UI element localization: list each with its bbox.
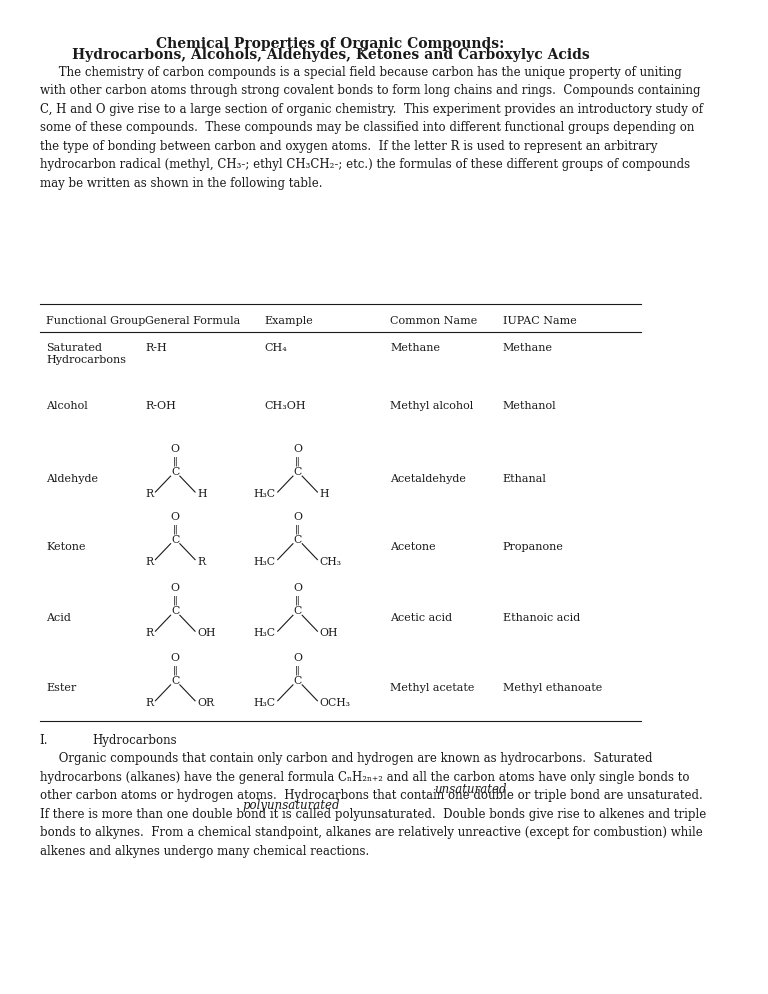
Text: General Formula: General Formula <box>145 316 240 326</box>
Text: Propanone: Propanone <box>502 542 564 552</box>
Text: C: C <box>293 535 302 545</box>
Text: Methane: Methane <box>502 343 552 353</box>
Text: unsaturated: unsaturated <box>434 783 506 796</box>
Text: H₃C: H₃C <box>253 557 276 567</box>
Text: Hydrocarbons: Hydrocarbons <box>46 355 126 365</box>
Text: OH: OH <box>319 628 338 638</box>
Text: OR: OR <box>197 698 214 708</box>
Text: Functional Group: Functional Group <box>46 316 146 326</box>
Text: C: C <box>293 467 302 477</box>
Text: ‖: ‖ <box>173 456 177 466</box>
Text: Ethanal: Ethanal <box>502 474 546 484</box>
Text: ‖: ‖ <box>295 595 300 605</box>
Text: OCH₃: OCH₃ <box>319 698 350 708</box>
Text: ‖: ‖ <box>295 524 300 534</box>
Text: Ester: Ester <box>46 683 77 693</box>
Text: R-OH: R-OH <box>145 401 177 411</box>
Text: ‖: ‖ <box>173 595 177 605</box>
Text: Chemical Properties of Organic Compounds:: Chemical Properties of Organic Compounds… <box>157 37 505 51</box>
Text: H₃C: H₃C <box>253 698 276 708</box>
Text: The chemistry of carbon compounds is a special field because carbon has the uniq: The chemistry of carbon compounds is a s… <box>40 66 703 190</box>
Text: O: O <box>170 512 180 522</box>
Text: Acetone: Acetone <box>390 542 435 552</box>
Text: Methyl alcohol: Methyl alcohol <box>390 401 473 411</box>
Text: Methanol: Methanol <box>502 401 556 411</box>
Text: O: O <box>170 583 180 593</box>
Text: Acid: Acid <box>46 613 71 623</box>
Text: Methyl acetate: Methyl acetate <box>390 683 475 693</box>
Text: R: R <box>145 557 154 567</box>
Text: Methyl ethanoate: Methyl ethanoate <box>502 683 602 693</box>
Text: C: C <box>171 606 180 616</box>
Text: CH₃OH: CH₃OH <box>264 401 306 411</box>
Text: ‖: ‖ <box>295 665 300 675</box>
Text: R: R <box>145 628 154 638</box>
Text: H: H <box>319 489 329 499</box>
Text: ‖: ‖ <box>295 456 300 466</box>
Text: H₃C: H₃C <box>253 628 276 638</box>
Text: Alcohol: Alcohol <box>46 401 88 411</box>
Text: O: O <box>293 512 302 522</box>
Text: ‖: ‖ <box>173 665 177 675</box>
Text: Methane: Methane <box>390 343 440 353</box>
Text: R: R <box>197 557 205 567</box>
Text: H: H <box>197 489 207 499</box>
Text: Saturated: Saturated <box>46 343 102 353</box>
Text: I.: I. <box>40 734 48 746</box>
Text: CH₄: CH₄ <box>264 343 287 353</box>
Text: polyunsaturated: polyunsaturated <box>242 799 339 812</box>
Text: Aldehyde: Aldehyde <box>46 474 98 484</box>
Text: O: O <box>293 583 302 593</box>
Text: C: C <box>171 467 180 477</box>
Text: R: R <box>145 698 154 708</box>
Text: C: C <box>171 535 180 545</box>
Text: Acetic acid: Acetic acid <box>390 613 452 623</box>
Text: Example: Example <box>264 316 313 326</box>
Text: C: C <box>293 676 302 686</box>
Text: H₃C: H₃C <box>253 489 276 499</box>
Text: O: O <box>170 444 180 454</box>
Text: Common Name: Common Name <box>390 316 478 326</box>
Text: C: C <box>171 676 180 686</box>
Text: Organic compounds that contain only carbon and hydrogen are known as hydrocarbon: Organic compounds that contain only carb… <box>40 752 706 858</box>
Text: Acetaldehyde: Acetaldehyde <box>390 474 466 484</box>
Text: R-H: R-H <box>145 343 167 353</box>
Text: OH: OH <box>197 628 216 638</box>
Text: O: O <box>293 653 302 663</box>
Text: Hydrocarbons: Hydrocarbons <box>93 734 177 746</box>
Text: ‖: ‖ <box>173 524 177 534</box>
Text: Ethanoic acid: Ethanoic acid <box>502 613 580 623</box>
Text: CH₃: CH₃ <box>319 557 342 567</box>
Text: C: C <box>293 606 302 616</box>
Text: Ketone: Ketone <box>46 542 86 552</box>
Text: O: O <box>170 653 180 663</box>
Text: Hydrocarbons, Alcohols, Aldehydes, Ketones and Carboxylyc Acids: Hydrocarbons, Alcohols, Aldehydes, Keton… <box>71 48 590 62</box>
Text: IUPAC Name: IUPAC Name <box>502 316 576 326</box>
Text: R: R <box>145 489 154 499</box>
Text: O: O <box>293 444 302 454</box>
